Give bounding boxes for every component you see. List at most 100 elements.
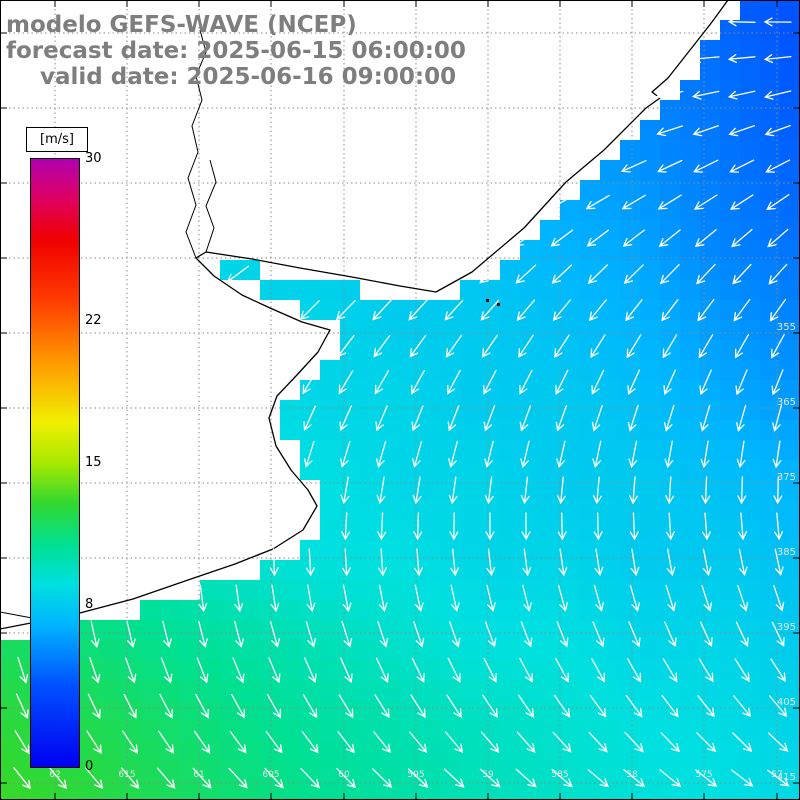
wind-arrow [340,476,350,505]
wind-arrow [518,334,534,358]
wind-arrow [699,369,712,396]
wind-arrow [514,229,538,247]
wind-arrow [372,299,392,321]
wind-arrow [375,405,388,432]
wind-arrow [408,299,428,321]
colorbar-tick-label: 0 [85,759,94,774]
wind-arrow [661,299,679,322]
wind-arrow [624,731,644,753]
wind-arrow [550,229,574,247]
wind-arrow [731,769,754,787]
wind-arrow [555,657,569,683]
wind-arrow [158,730,175,754]
wind-arrow [443,768,465,788]
wind-arrow [339,440,351,468]
wind-arrow [337,335,355,358]
wind-arrow [305,548,315,577]
wind-arrow [665,584,677,612]
longitude-tick-label: 62 [49,770,60,780]
wind-arrow [663,369,676,396]
wind-arrow [622,229,645,247]
wind-arrow [162,620,172,648]
wind-arrow [520,440,530,469]
wind-arrow [693,159,719,173]
wind-arrow [483,405,496,432]
wind-arrow [556,621,569,648]
wind-arrow [588,299,607,322]
wind-arrow [629,512,639,541]
wind-arrow [522,584,532,612]
wind-arrow [736,440,746,469]
wind-arrow [87,693,101,719]
wind-arrow [588,731,608,753]
wind-arrow [375,657,389,684]
wind-arrow [341,620,353,648]
wind-arrow [557,584,568,612]
wind-arrow [305,620,317,648]
wind-arrow [484,621,497,648]
wind-arrow [767,228,789,248]
wind-arrow [771,333,785,359]
wind-arrow [763,17,792,27]
wind-arrow [515,768,537,788]
wind-arrow [763,90,792,100]
wind-arrow [338,694,354,719]
wind-arrow [693,194,718,210]
wind-arrow [376,476,386,505]
colorbar-tick-label: 30 [85,151,102,166]
wind-arrow [448,476,458,505]
wind-arrow [13,767,31,790]
wind-arrow [773,585,785,612]
wind-arrow [555,369,569,395]
colorbar-unit-label: [m/s] [26,127,88,152]
wind-arrow [770,658,786,683]
wind-arrow [410,694,426,719]
wind-arrow [736,404,747,432]
wind-arrow [49,767,68,790]
wind-arrow [303,440,315,468]
wind-arrow [658,229,681,247]
wind-arrow [409,334,427,358]
wind-arrow [551,264,573,284]
wind-arrow [735,369,748,396]
wind-arrow [445,334,463,358]
wind-arrow [483,369,497,395]
wind-arrow [660,732,680,753]
wind-arrow [695,769,718,787]
wind-arrow [731,228,753,248]
wind-arrow [728,125,755,137]
wind-arrow [694,229,717,248]
wind-arrow [701,584,713,612]
latitude-tick-label: 375 [777,472,796,483]
wind-arrow [699,621,713,648]
wind-arrow [156,767,176,789]
wind-arrow [85,767,104,790]
wind-arrow [734,334,750,359]
wind-arrow [124,657,137,684]
title-block: modelo GEFS-WAVE (NCEP) forecast date: 2… [6,12,466,90]
wind-arrow [302,694,318,719]
wind-arrow [774,548,784,577]
wind-arrow [657,194,682,210]
wind-arrow [665,512,675,541]
wind-arrow [625,299,643,322]
wind-arrow [265,730,283,754]
wind-arrows-layer [13,17,792,790]
wind-arrow [302,370,318,395]
forecast-date-label: forecast date: 2025-06-15 06:00:00 [6,38,466,64]
wind-arrow [625,694,643,718]
wind-arrow [480,299,500,321]
wind-arrow [336,768,357,789]
wind-arrow [193,730,211,754]
wind-arrow [698,658,714,683]
wind-arrow [733,298,751,322]
wind-arrow [269,620,280,648]
wind-arrow [698,334,714,359]
wind-arrow [521,512,531,541]
wind-arrow [412,440,423,468]
wind-arrow [480,731,500,753]
wind-arrow [268,657,281,684]
wind-arrow [519,405,532,432]
wind-arrow [447,369,461,395]
wind-arrow [342,584,352,613]
